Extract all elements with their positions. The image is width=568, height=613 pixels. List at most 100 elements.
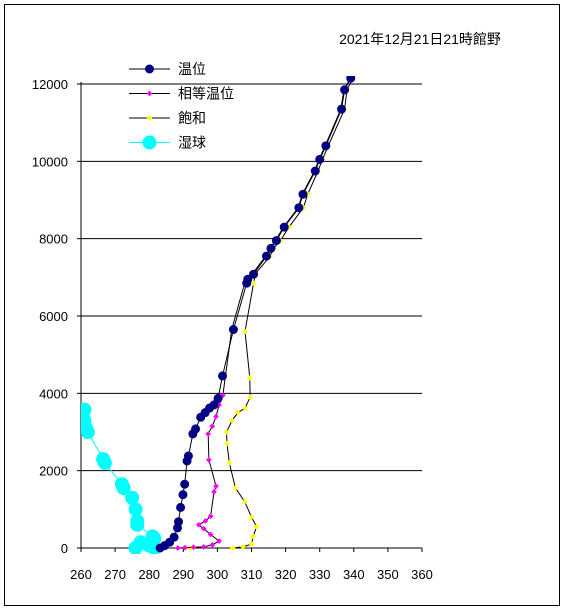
series-layer	[81, 76, 357, 554]
series-3-point	[145, 529, 160, 544]
series-0-point	[262, 251, 272, 261]
series-0-point	[315, 154, 325, 164]
series-2-point	[253, 523, 260, 530]
series-3	[81, 402, 162, 554]
tick-label-x: 260	[70, 567, 92, 582]
series-2-point	[250, 280, 257, 287]
tick-label-x: 330	[309, 567, 331, 582]
series-0-point	[218, 371, 228, 381]
tick-label-y: 4000	[39, 386, 68, 401]
series-1-point	[211, 488, 217, 495]
series-2-point	[223, 440, 230, 447]
series-1-point	[205, 456, 212, 463]
series-1-point	[174, 545, 181, 551]
legend-item-1: 相等温位	[129, 86, 234, 102]
series-2-point	[234, 409, 241, 416]
series-0-point	[228, 325, 238, 335]
series-2-point	[242, 405, 248, 411]
series-0-point	[298, 189, 308, 199]
series-0-point	[346, 76, 356, 83]
series-0-point	[321, 141, 331, 151]
legend-marker	[146, 115, 153, 121]
tick-label-x: 270	[104, 567, 126, 582]
tick-label-x: 360	[411, 567, 433, 582]
chart-title: 2021年12月21日21時館野	[339, 31, 501, 47]
series-2-point	[240, 543, 246, 550]
series-2-point	[241, 498, 248, 505]
legend-label: 湿球	[178, 135, 206, 151]
tick-label-y: 12000	[32, 77, 68, 92]
legend-item-2: 飽和	[129, 110, 206, 126]
series-0-point	[266, 243, 276, 253]
series-0-point	[191, 424, 201, 434]
tick-label-x: 300	[207, 567, 229, 582]
series-0-point	[213, 393, 223, 403]
series-0-point	[243, 274, 253, 284]
series-3-point	[130, 513, 145, 528]
legend-item-0: 温位	[129, 61, 206, 77]
series-group	[81, 76, 357, 554]
series-0-point	[169, 532, 179, 542]
legend-label: 飽和	[178, 110, 206, 126]
series-0-point	[271, 236, 281, 246]
series-3-point	[96, 452, 111, 467]
series-0-point	[178, 490, 188, 500]
legend-marker	[142, 135, 157, 150]
series-1-point	[213, 413, 219, 420]
tick-label-y: 10000	[32, 154, 68, 169]
tick-label-y: 2000	[39, 464, 68, 479]
series-0-point	[340, 85, 350, 95]
legend-label: 温位	[178, 61, 206, 77]
series-1-point	[200, 543, 207, 550]
series-1-point	[207, 513, 214, 520]
series-1-point	[207, 531, 214, 538]
series-0-point	[294, 203, 304, 213]
series-2-point	[247, 394, 254, 401]
series-2-point	[223, 429, 230, 435]
legend-item-3: 湿球	[129, 135, 206, 151]
series-3-point	[125, 490, 140, 505]
series-2-point	[226, 459, 233, 466]
legend-marker	[145, 64, 154, 74]
legend-label: 相等温位	[178, 86, 234, 102]
tick-label-y: 6000	[39, 309, 68, 324]
chart-frame	[4, 4, 560, 606]
series-0-point	[249, 269, 259, 279]
series-1-point	[205, 430, 212, 437]
tick-label-x: 290	[172, 567, 194, 582]
series-0-point	[176, 502, 186, 512]
series-0-point	[209, 400, 219, 410]
series-2-point	[229, 417, 236, 424]
series-2-point	[232, 485, 239, 492]
series-3-point	[133, 535, 148, 550]
series-0-point	[180, 479, 190, 489]
series-1-point	[209, 541, 216, 548]
legend-marker	[146, 90, 153, 97]
series-0-point	[183, 451, 193, 461]
series-1-point	[216, 538, 223, 544]
tick-label-y: 8000	[39, 232, 68, 247]
tick-label-x: 350	[377, 567, 399, 582]
series-1-point	[209, 423, 216, 430]
series-1-point	[202, 517, 209, 524]
series-0	[155, 76, 356, 553]
series-2-point	[248, 514, 255, 521]
series-2-point	[250, 533, 257, 540]
series-2-point	[246, 374, 253, 381]
series-3-point	[128, 502, 143, 517]
series-2-point	[242, 328, 248, 335]
series-2-point	[229, 545, 236, 551]
series-1-point	[190, 544, 197, 551]
series-3-point	[81, 402, 88, 417]
tick-label-x: 280	[138, 567, 160, 582]
tick-label-x: 310	[241, 567, 263, 582]
series-1-point	[200, 525, 207, 532]
series-3-point	[114, 477, 129, 492]
tick-label-x: 340	[343, 567, 365, 582]
series-1-point	[195, 521, 202, 528]
series-1-point	[213, 483, 219, 490]
tick-label-x: 320	[275, 567, 297, 582]
series-0-point	[310, 166, 320, 176]
